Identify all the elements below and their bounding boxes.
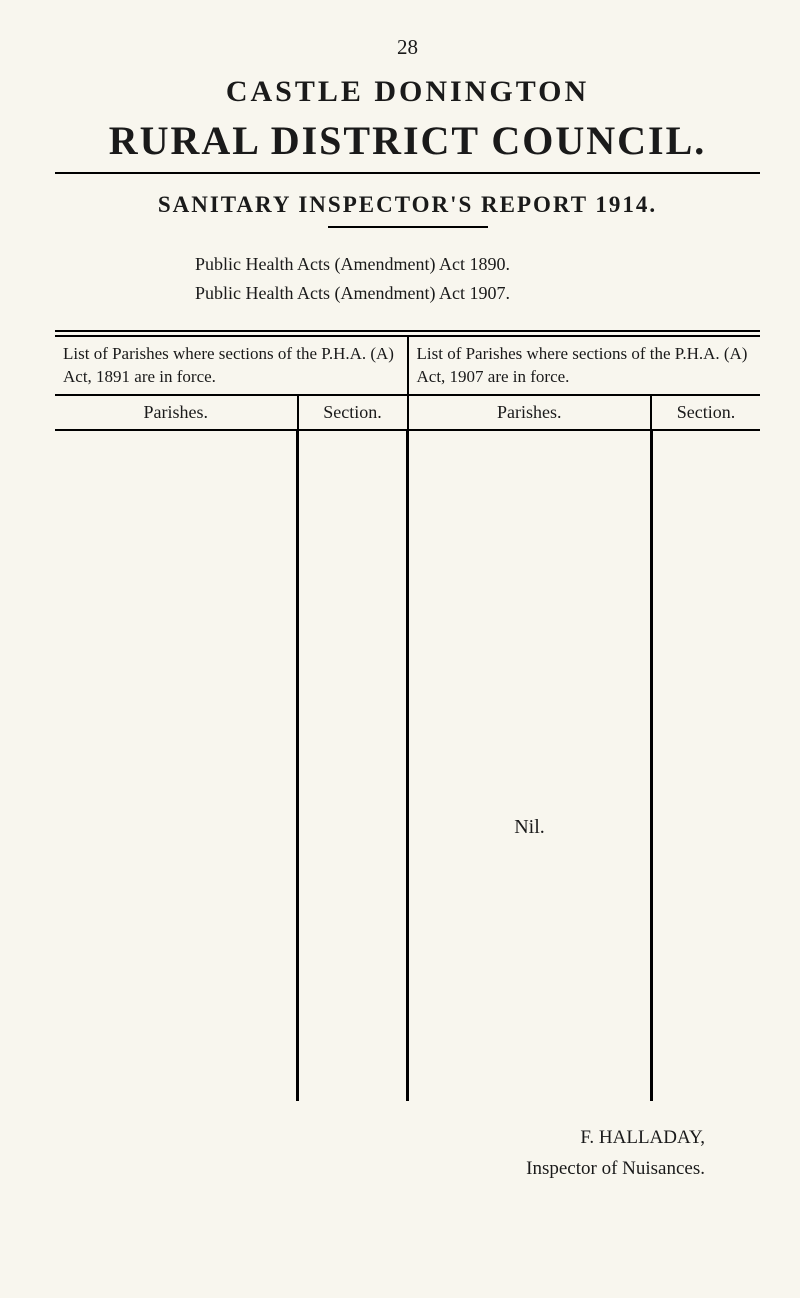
col-header-parishes-1: Parishes.: [55, 396, 297, 429]
acts-block: Public Health Acts (Amendment) Act 1890.…: [55, 250, 760, 308]
table-body-row: Nil.: [55, 431, 760, 1101]
body-col-section-1: [296, 431, 406, 1101]
body-col-parishes-1: [55, 431, 296, 1101]
rule-under-heading: [55, 172, 760, 174]
heading-line1: CASTLE DONINGTON: [55, 75, 760, 109]
body-col-parishes-2: Nil.: [406, 431, 650, 1101]
table-header-row-1: List of Parishes where sections of the P…: [55, 335, 760, 397]
nil-text: Nil.: [514, 816, 545, 839]
header1-left: List of Parishes where sections of the P…: [55, 337, 409, 395]
signature-block: F. HALLADAY, Inspector of Nuisances.: [55, 1123, 760, 1184]
col-header-section-2: Section.: [650, 396, 760, 429]
table-header-row-2: Parishes. Section. Parishes. Section.: [55, 396, 760, 431]
signature-title: Inspector of Nuisances.: [55, 1154, 705, 1184]
report-subtitle: SANITARY INSPECTOR'S REPORT 1914.: [55, 192, 760, 218]
heading-line2: RURAL DISTRICT COUNCIL.: [55, 117, 760, 164]
act-line-2: Public Health Acts (Amendment) Act 1907.: [195, 279, 760, 308]
parishes-table: List of Parishes where sections of the P…: [55, 330, 760, 1102]
col-header-parishes-2: Parishes.: [407, 396, 651, 429]
body-col-section-2: [650, 431, 760, 1101]
col-header-section-1: Section.: [297, 396, 407, 429]
act-line-1: Public Health Acts (Amendment) Act 1890.: [195, 250, 760, 279]
page-number: 28: [55, 35, 760, 60]
header1-right: List of Parishes where sections of the P…: [409, 337, 761, 395]
short-rule: [328, 226, 488, 228]
signature-name: F. HALLADAY,: [55, 1123, 705, 1153]
